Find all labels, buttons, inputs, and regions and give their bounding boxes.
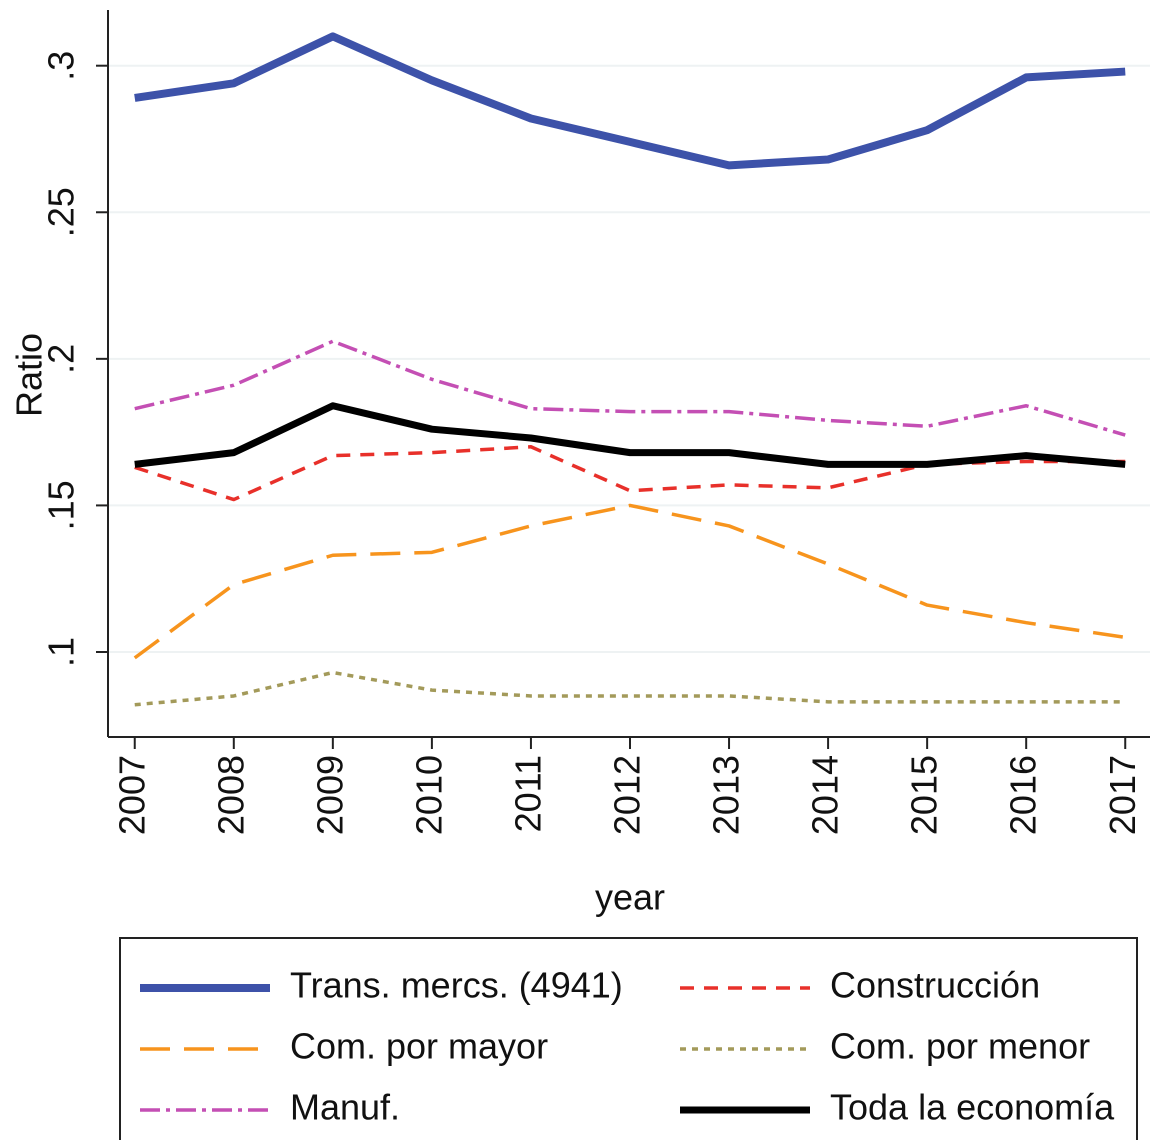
x-axis-label: year xyxy=(595,877,665,918)
legend-label: Com. por menor xyxy=(830,1026,1090,1067)
x-tick-label: 2015 xyxy=(904,755,945,835)
x-tick-label: 2011 xyxy=(507,755,548,832)
y-tick-label: .3 xyxy=(41,51,82,81)
y-tick-label: .2 xyxy=(41,344,82,374)
y-tick-label: .25 xyxy=(41,187,82,237)
x-tick-label: 2016 xyxy=(1003,755,1044,835)
legend-box xyxy=(119,937,1138,1140)
series-line xyxy=(134,339,1126,437)
legend-label: Construcción xyxy=(830,965,1040,1006)
series-line xyxy=(134,670,1126,707)
x-tick-label: 2008 xyxy=(210,755,251,835)
legend-label: Manuf. xyxy=(290,1087,400,1128)
y-axis-label: Ratio xyxy=(9,333,50,417)
y-tick-label: .15 xyxy=(41,480,82,530)
x-tick-label: 2010 xyxy=(408,755,449,835)
x-tick-label: 2017 xyxy=(1102,755,1143,835)
x-tick-label: 2014 xyxy=(805,755,846,835)
x-tick-label: 2007 xyxy=(111,755,152,835)
x-tick-label: 2013 xyxy=(706,755,747,835)
legend-label: Toda la economía xyxy=(830,1087,1115,1128)
x-tick-label: 2009 xyxy=(309,755,350,835)
series-line xyxy=(133,503,1126,660)
series-line xyxy=(134,402,1126,468)
series-line xyxy=(134,32,1126,170)
legend-label: Com. por mayor xyxy=(290,1026,548,1067)
legend-label: Trans. mercs. (4941) xyxy=(290,965,623,1006)
x-tick-label: 2012 xyxy=(607,755,648,835)
y-tick-label: .1 xyxy=(41,637,82,667)
